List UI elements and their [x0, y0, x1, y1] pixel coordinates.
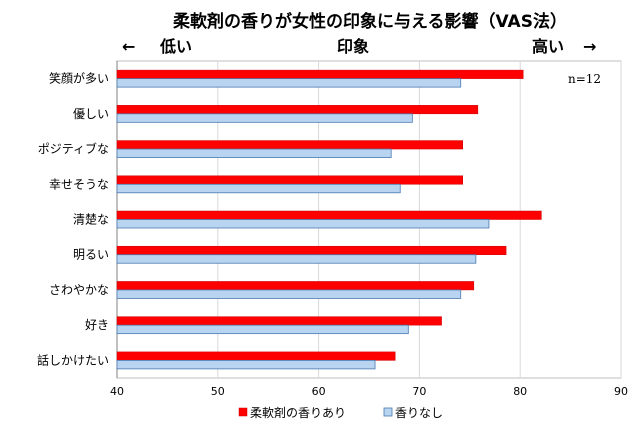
- category-label: 幸せそうな: [49, 177, 109, 191]
- x-tick-label: 60: [312, 385, 326, 398]
- x-tick-label: 90: [614, 385, 628, 398]
- legend-swatch-no-scent: [383, 407, 393, 417]
- tick-labels: 40 50 60 70 80 90: [110, 385, 628, 398]
- x-tick-label: 50: [211, 385, 225, 398]
- bar-no-scent: [116, 289, 462, 299]
- category-label: 笑顔が多い: [49, 71, 109, 86]
- bars-group: [116, 69, 542, 370]
- bar-no-scent: [116, 324, 409, 335]
- bar-with-scent: [116, 69, 524, 79]
- bar-no-scent: [116, 219, 490, 229]
- legend: 柔軟剤の香りあり 香りなし: [238, 405, 443, 420]
- category-label: 好き: [85, 318, 109, 332]
- legend-label-with-scent: 柔軟剤の香りあり: [250, 405, 346, 420]
- legend-swatch-with-scent: [238, 407, 248, 417]
- chart-title: 柔軟剤の香りが女性の印象に与える影響（VAS法）: [173, 11, 567, 32]
- bar-with-scent: [116, 140, 463, 150]
- bar-with-scent: [116, 210, 542, 220]
- scale-left-arrow: ←: [122, 37, 135, 56]
- category-label: 清楚な: [73, 213, 109, 227]
- bar-no-scent: [116, 254, 477, 264]
- x-tick-label: 80: [513, 385, 527, 398]
- category-label: さわやかな: [49, 283, 109, 297]
- bar-with-scent: [116, 316, 442, 326]
- category-label: 明るい: [73, 248, 109, 262]
- x-tick-label: 40: [110, 385, 124, 398]
- scale-high-label: 高い: [532, 37, 564, 56]
- bar-no-scent: [116, 183, 401, 194]
- bar-with-scent: [116, 175, 463, 185]
- scale-right-arrow: →: [583, 37, 596, 56]
- bar-no-scent: [116, 359, 376, 370]
- bar-no-scent: [116, 113, 413, 123]
- bar-with-scent: [116, 105, 479, 115]
- legend-label-no-scent: 香りなし: [395, 406, 443, 420]
- bar-no-scent: [116, 78, 462, 88]
- x-tick-label: 70: [412, 385, 426, 398]
- bar-with-scent: [116, 351, 396, 361]
- bar-no-scent: [116, 148, 392, 158]
- category-label: 優しい: [73, 107, 109, 121]
- scale-low-label: 低い: [159, 37, 192, 56]
- scale-center-label: 印象: [337, 37, 369, 56]
- sample-size-note: n=12: [568, 72, 601, 86]
- bar-with-scent: [116, 245, 507, 255]
- category-label: 話しかけたい: [37, 352, 109, 367]
- bar-with-scent: [116, 281, 475, 291]
- category-label: ポジティブな: [38, 141, 109, 156]
